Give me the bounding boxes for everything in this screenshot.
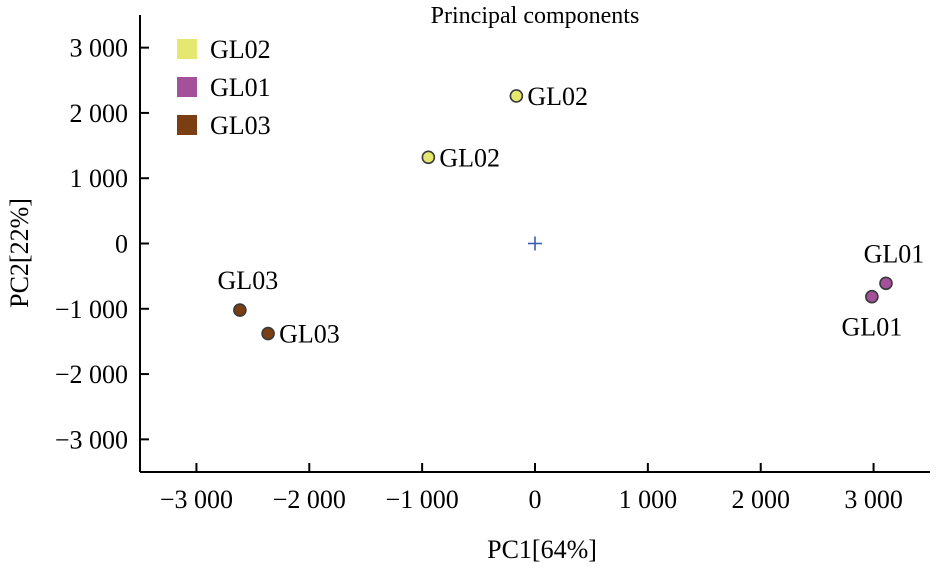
y-tick-label: −2 000 (55, 360, 128, 389)
chart-title: Principal components (431, 3, 640, 29)
y-axis-ticks: 3 000 2 000 1 000 0 −1 000 −2 000 −3 000 (55, 34, 149, 454)
x-tick-label: −2 000 (273, 485, 346, 514)
x-tick-label: −3 000 (160, 485, 233, 514)
y-tick-label: 2 000 (70, 99, 129, 128)
y-tick-label: −3 000 (55, 425, 128, 454)
data-point (261, 326, 275, 341)
legend-swatch (177, 115, 197, 135)
x-tick-label: −1 000 (386, 485, 459, 514)
legend-swatch (177, 77, 197, 97)
y-tick-label: 0 (115, 230, 128, 259)
y-tick-label: −1 000 (55, 295, 128, 324)
point-label: GL02 (527, 82, 588, 111)
x-axis-title: PC1[64%] (487, 535, 597, 564)
x-axis-ticks: −3 000 −2 000 −1 000 0 1 000 2 000 3 000 (160, 463, 903, 514)
point-label: GL03 (218, 266, 279, 295)
legend-label: GL02 (210, 35, 271, 64)
y-tick-label: 1 000 (70, 164, 129, 193)
x-tick-label: 3 000 (844, 485, 903, 514)
x-tick-label: 2 000 (731, 485, 790, 514)
legend-label: GL01 (210, 73, 271, 102)
legend: GL02 GL01 GL03 (177, 35, 271, 140)
point-label: GL01 (864, 239, 925, 268)
origin-marker (528, 236, 542, 251)
x-tick-label: 1 000 (619, 485, 678, 514)
data-point (865, 289, 879, 304)
data-point (879, 276, 893, 291)
origin-plus-marker (528, 236, 542, 251)
point-label: GL02 (439, 143, 500, 172)
y-axis-title: PC2[22%] (5, 198, 34, 308)
y-tick-label: 3 000 (70, 34, 129, 63)
data-point (233, 303, 247, 317)
legend-swatch (177, 39, 197, 59)
data-point (421, 150, 436, 165)
x-tick-label: 0 (529, 485, 542, 514)
legend-label: GL03 (210, 111, 271, 140)
point-label: GL01 (842, 313, 903, 342)
data-point (509, 89, 524, 103)
point-label: GL03 (279, 320, 340, 349)
